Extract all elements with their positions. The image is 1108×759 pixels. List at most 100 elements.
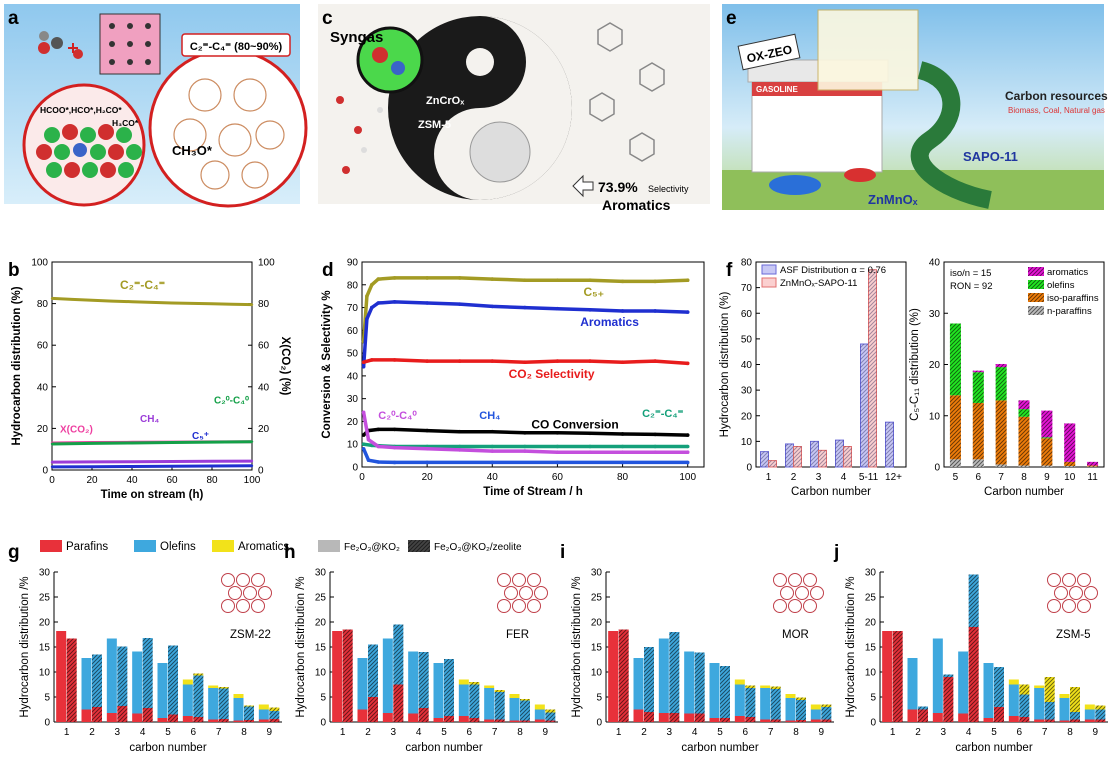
g-bar-solid <box>258 704 269 710</box>
i-bar-solid <box>734 679 745 685</box>
f2-legend-label: n-paraffins <box>1047 306 1092 317</box>
d-series-point-2 <box>588 359 592 363</box>
i-framework-ring <box>773 599 787 613</box>
d-series-point-6 <box>361 446 366 451</box>
h-bar-hatch <box>469 682 480 685</box>
d-xtick-label: 60 <box>552 472 564 483</box>
g-bar-hatch <box>244 706 254 720</box>
j-bar-hatch <box>1044 677 1055 702</box>
f2-bar-hatch <box>1018 409 1030 417</box>
j-bar-solid <box>1084 704 1095 710</box>
f2-ytick-label: 20 <box>929 360 941 371</box>
f2-legend-swatch-hatch <box>1028 293 1044 302</box>
j-framework-ring <box>1077 599 1091 613</box>
b-series-point-4 <box>50 465 54 469</box>
b-xtick-label: 100 <box>244 475 261 486</box>
b-series-point-3 <box>90 460 94 464</box>
h-framework-ring <box>512 599 526 613</box>
i-framework-ring <box>788 599 802 613</box>
b-annotation-c24o: C₂⁰-C₄⁰ <box>214 395 249 406</box>
i-xtick-label: 9 <box>819 727 825 738</box>
i-bar-solid <box>734 716 745 722</box>
g-xtick-label: 4 <box>140 727 146 738</box>
legend-label-olefins: Olefins <box>160 541 196 553</box>
b-series-point-0 <box>130 300 134 303</box>
g-bar-solid <box>258 719 269 722</box>
i-bar-hatch <box>694 713 705 722</box>
h-bar-solid <box>484 719 495 722</box>
f2-annotation: iso/n = 15 <box>950 268 991 279</box>
g-xtick-label: 2 <box>89 727 95 738</box>
legend-label-parafins: Parafins <box>66 541 108 553</box>
d-series-point-5 <box>685 450 690 454</box>
g-bar-hatch <box>142 638 153 708</box>
b-series-point-0 <box>150 301 154 304</box>
j-framework-ring <box>1084 586 1098 600</box>
j-bar-solid <box>1008 716 1019 722</box>
panel-label-c: c <box>322 8 333 29</box>
b-y2-axis-label: X(CO₂) (%) <box>279 337 291 396</box>
f2-bar-hatch <box>995 400 1007 465</box>
j-xtick-label: 4 <box>966 727 972 738</box>
d-series-point-2 <box>653 359 657 363</box>
f2-bar-hatch <box>995 363 1007 368</box>
carbon-resources-label: Carbon resources <box>1005 89 1108 103</box>
g-bar-hatch <box>168 714 178 722</box>
h-framework-ring <box>534 586 548 600</box>
f2-bar-hatch <box>1064 461 1076 466</box>
f1-frame <box>755 261 907 468</box>
b-series-line-3 <box>51 459 253 464</box>
h-xtick-label: 5 <box>441 727 447 738</box>
d-series-point-3 <box>361 433 366 437</box>
i-bar-solid <box>709 663 720 718</box>
d-ytick-label: 10 <box>347 440 359 451</box>
b-series-point-0 <box>50 297 54 300</box>
i-bar-hatch <box>644 647 654 712</box>
panel-label-e: e <box>726 8 737 29</box>
i-framework-ring <box>810 586 824 600</box>
g-xtick-label: 5 <box>165 727 171 738</box>
panel-label-i: i <box>560 542 565 563</box>
panel-label-b: b <box>8 260 20 281</box>
d-series-point-5 <box>523 449 527 453</box>
h-bar-hatch <box>393 624 404 685</box>
b-series-point-2 <box>90 442 94 445</box>
f2-bar-hatch <box>1064 465 1076 467</box>
b-series-point-4 <box>130 465 134 468</box>
h-bar-hatch <box>545 720 556 722</box>
g-bar-hatch <box>218 688 229 719</box>
h-bar-hatch <box>393 684 404 722</box>
j-bar-hatch <box>1044 719 1055 722</box>
d-ytick-label: 70 <box>347 303 359 314</box>
g-framework-structure <box>221 573 272 613</box>
h-xtick-label: 6 <box>467 727 473 738</box>
j-bar-hatch <box>994 667 1004 707</box>
i-bar-hatch <box>796 700 806 720</box>
j-xtick-label: 3 <box>941 727 947 738</box>
j-ytick-label: 10 <box>865 668 877 679</box>
j-bar-hatch <box>1095 709 1106 720</box>
d-series-point-1 <box>620 309 625 313</box>
d-series-point-2 <box>425 359 429 363</box>
b-annotation-c5: C₅⁺ <box>192 431 209 442</box>
i-ytick-label: 5 <box>596 693 602 704</box>
d-series-point-1 <box>653 309 657 313</box>
g-bar-solid <box>132 651 143 714</box>
g-bar-hatch <box>269 707 280 711</box>
h-bar-hatch <box>520 700 530 721</box>
j-bar-hatch <box>968 627 979 722</box>
b-frame <box>51 261 253 471</box>
legend-swatch-olefins <box>134 540 156 552</box>
zncrox-label: ZnCrOₓ <box>426 95 465 107</box>
d-series-point-1 <box>361 364 366 369</box>
station-building <box>751 81 883 173</box>
f2-ytick-label: 0 <box>934 463 940 474</box>
sapo-label: SAPO-11 <box>963 149 1018 164</box>
j-framework-ring <box>1054 586 1068 600</box>
h-ytick-label: 5 <box>320 693 326 704</box>
f1-ytick-label: 70 <box>741 283 753 294</box>
g-framework-ring <box>251 573 265 587</box>
h-ytick-label: 15 <box>315 643 327 654</box>
h-bar-solid <box>458 716 469 722</box>
